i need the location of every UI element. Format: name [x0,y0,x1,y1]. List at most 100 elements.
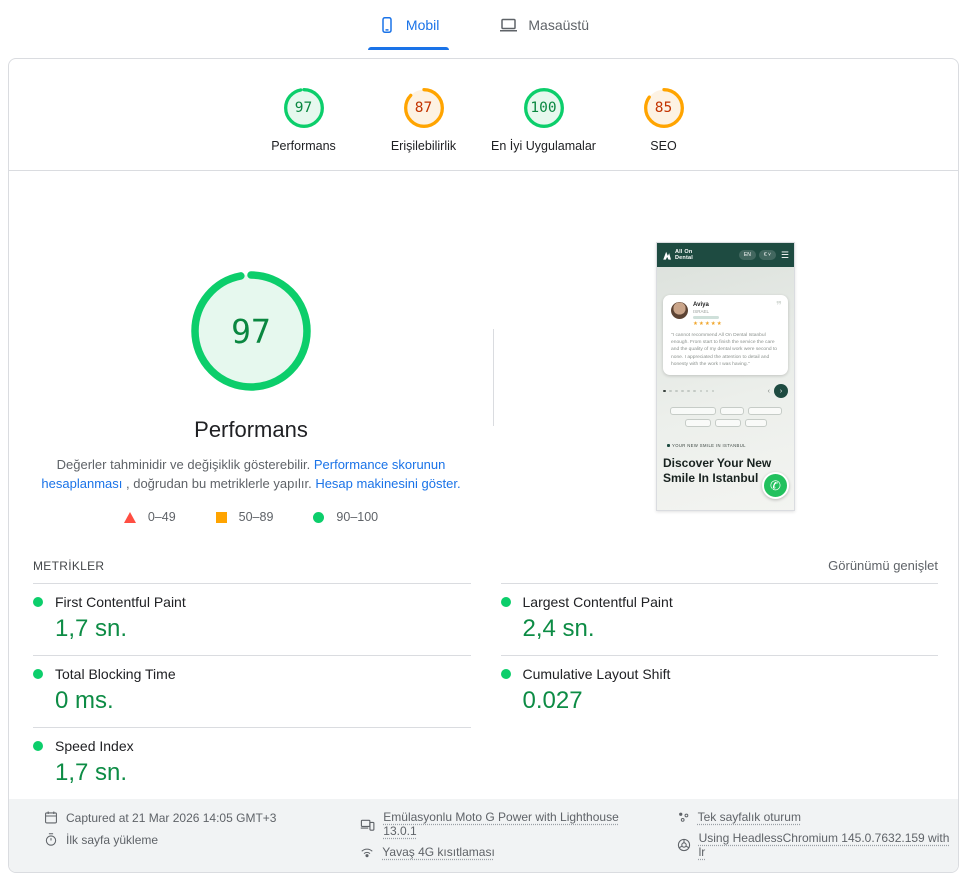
metric-name: Speed Index [55,738,134,754]
calendar-icon [45,811,57,824]
device-tabs: Mobil Masaüstü [0,0,967,50]
chromium-icon [677,838,690,852]
metric-cls: Cumulative Layout Shift 0.027 [500,655,938,727]
seo-score-gauge: 85 [642,86,686,130]
metric-tbt: Total Blocking Time 0 ms. [33,655,471,727]
network-icon [361,848,373,858]
performance-score-gauge: 97 [282,86,326,130]
footer-throttling[interactable]: Yavaş 4G kısıtlaması [360,845,641,859]
average-square-icon [215,511,227,523]
score-category-label: SEO [650,139,677,153]
legend-average: 50–89 [215,510,274,524]
footer-browser-version[interactable]: Using HeadlessChromium 145.0.7632.159 wi… [677,831,958,859]
performance-disclaimer: Değerler tahminidir ve değişiklik göster… [33,455,469,493]
metric-name: First Contentful Paint [55,594,186,610]
review-stars: ★★★★★ [693,321,723,327]
metric-empty-cell [501,727,939,799]
legend-pass: 90–100 [313,510,378,524]
best-practices-score-gauge: 100 [522,86,566,130]
mini-site-logo-text: All On Dental [675,249,694,261]
score-category-accessibility[interactable]: 87 Erişilebilirlik [364,86,484,153]
pass-dot-icon [500,597,511,607]
screenshot-column: All On Dental EN € ˅ ☰ ❞ [493,171,958,544]
mini-review-card: ❞ Aviya ISRAEL ★★★★★ "I cannot r [663,295,788,376]
fail-triangle-icon [123,511,136,523]
mini-menu-icon: ☰ [780,249,789,260]
pass-dot-icon [33,669,43,679]
carousel-prev-icon: ‹ [767,387,770,395]
footer-column-device: Emülasyonlu Moto G Power with Lighthouse… [325,810,641,859]
metric-speed-index: Speed Index 1,7 sn. [33,727,471,799]
mini-site-header: All On Dental EN € ˅ ☰ [657,243,794,267]
mini-carousel-controls: ‹ › [663,384,788,399]
footer-column-capture: Captured at 21 Mar 2026 14:05 GMT+3 İlk … [9,810,325,859]
expand-view-button[interactable]: Görünümü genişlet [828,558,938,573]
divider [9,170,958,171]
metric-value: 1,7 sn. [55,759,128,786]
performance-summary: 97 Performans Değerler tahminidir ve değ… [9,171,958,544]
metric-value: 0.027 [522,687,583,714]
mobile-phone-icon [378,16,396,34]
score-legend: 0–49 50–89 90–100 [123,510,378,524]
stopwatch-icon [45,833,57,846]
divider [493,329,494,426]
metrics-heading: METRİKLER [33,558,105,573]
tab-mobile[interactable]: Mobil [367,0,450,50]
calculator-link[interactable]: Hesap makinesini göster. [315,476,461,491]
reviewer-name: Aviya [693,302,709,308]
score-category-label: En İyi Uygulamalar [491,139,596,153]
metric-name: Total Blocking Time [55,666,176,682]
footer-session-type[interactable]: Tek sayfalık oturum [677,810,958,824]
metrics-grid: First Contentful Paint 1,7 sn. Largest C… [33,583,938,799]
score-category-performance[interactable]: 97 Performans [244,86,364,153]
score-calc-link[interactable]: Performance skorunun hesaplanması [41,457,446,491]
reviewer-country: ISRAEL [693,309,710,314]
mini-language-pill: EN [738,250,756,260]
performance-title: Performans [194,417,308,442]
mini-headline: Discover Your New Smile In Istanbul [663,456,772,485]
pass-dot-icon [33,741,43,751]
legend-range: 90–100 [336,510,379,524]
accessibility-score-gauge: 87 [402,86,446,130]
mini-cta-tag: YOUR NEW SMILE IN ISTANBUL [663,440,750,451]
metric-value: 0 ms. [55,687,114,714]
score-category-label: Erişilebilirlik [390,139,457,153]
score-category-best-practices[interactable]: 100 En İyi Uygulamalar [484,86,604,153]
performance-main-gauge: 97 [191,271,311,391]
reviewer-avatar [671,302,688,319]
page-screenshot-thumbnail: All On Dental EN € ˅ ☰ ❞ [656,242,795,511]
legend-range: 50–89 [238,510,274,524]
mini-site-body: ❞ Aviya ISRAEL ★★★★★ "I cannot r [657,267,794,510]
devices-icon [361,819,375,831]
mini-tag-pills [663,407,788,428]
tab-desktop[interactable]: Masaüstü [495,0,593,50]
report-card: 97 Performans 87 Erişilebilirlik 100 [8,58,959,873]
mini-currency-pill: € ˅ [758,250,776,260]
metric-fcp: First Contentful Paint 1,7 sn. [33,583,471,655]
metrics-section: METRİKLER Görünümü genişlet First Conten… [9,544,958,799]
legend-fail: 0–49 [123,510,176,524]
metric-name: Cumulative Layout Shift [522,666,671,682]
footer-column-environment: Tek sayfalık oturum Using HeadlessChromi… [642,810,958,859]
legend-range: 0–49 [147,510,176,524]
session-icon [678,812,688,822]
metric-name: Largest Contentful Paint [522,594,673,610]
metric-value: 1,7 sn. [55,615,128,642]
tab-desktop-label: Masaüstü [528,17,590,33]
footer-emulated-device[interactable]: Emülasyonlu Moto G Power with Lighthouse… [360,810,641,838]
metric-value: 2,4 sn. [522,615,595,642]
performance-gauge-column: 97 Performans Değerler tahminidir ve değ… [9,171,493,544]
mini-site-logo-icon [663,251,671,260]
metric-lcp: Largest Contentful Paint 2,4 sn. [500,583,938,655]
footer-initial-load: İlk sayfa yükleme [44,832,325,847]
score-category-seo[interactable]: 85 SEO [604,86,724,153]
quote-icon: ❞ [776,300,782,312]
score-category-label: Performans [271,139,336,153]
disclaimer-text: Değerler tahminidir ve değişiklik göster… [56,457,314,472]
tag-dot-icon [667,443,670,447]
carousel-dots [663,389,715,393]
pass-dot-icon [33,597,43,607]
desktop-laptop-icon [499,16,518,34]
report-footer: Captured at 21 Mar 2026 14:05 GMT+3 İlk … [9,799,958,872]
